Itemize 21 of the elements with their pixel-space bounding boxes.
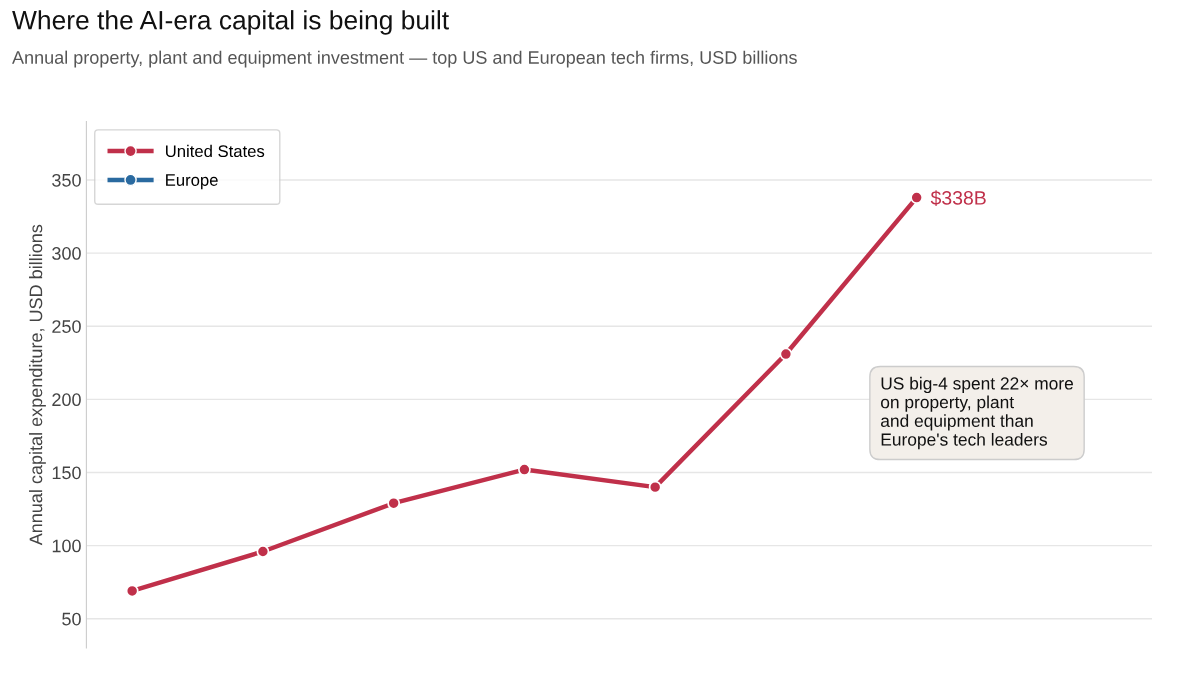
- point: [779, 347, 793, 361]
- legend-label: United States: [166, 144, 265, 158]
- annotation: US big-4 spent 22× more on property, plant and equipment than Europe's tech leaders: [881, 376, 1073, 450]
- chart-subtitle: Annual property, plant and equipment investment — top US and European tech firms, USD billions: [12, 50, 797, 68]
- y-tick-label: 150: [52, 466, 81, 480]
- legend-label: Europe: [166, 174, 218, 190]
- point: [387, 496, 401, 510]
- point: [910, 191, 924, 204]
- y-tick-label: 200: [52, 393, 81, 407]
- y-tick-label: 300: [52, 247, 81, 260]
- point: [256, 545, 270, 558]
- y-axis-title: Annual capital expenditure, USD billions: [29, 224, 46, 546]
- y-tick-label: 50: [62, 612, 81, 626]
- y-tick-label: 100: [52, 539, 81, 553]
- point: [518, 463, 531, 476]
- point: [648, 480, 662, 494]
- y-tick-label: 250: [52, 320, 81, 333]
- chart-title: Where the AI-era capital is being built: [12, 10, 449, 35]
- annotation: $338B: [930, 190, 986, 206]
- y-tick-label: 350: [52, 173, 81, 187]
- point: [125, 584, 139, 598]
